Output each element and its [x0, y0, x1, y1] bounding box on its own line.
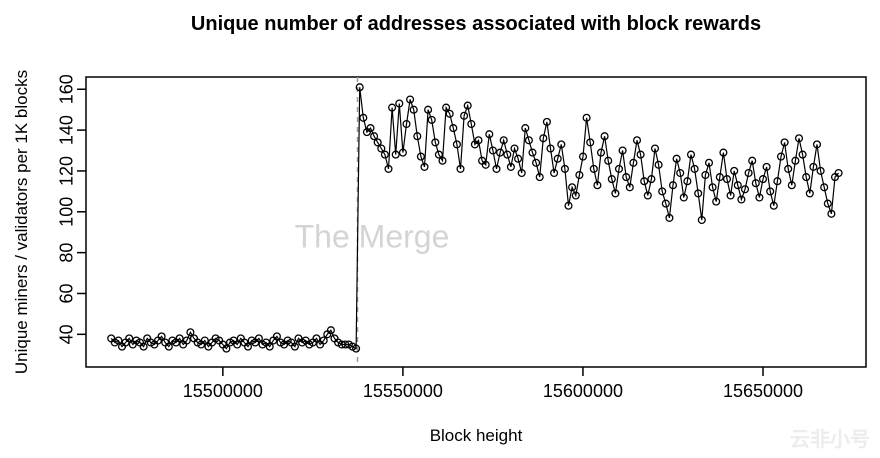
x-tick-label: 15550000: [363, 381, 443, 401]
chart-title: Unique number of addresses associated wi…: [190, 13, 762, 35]
y-tick-label: 80: [57, 243, 77, 263]
x-axis-ticks: 15500000 15550000 15600000 15650000: [183, 367, 803, 401]
plot-box: [85, 76, 867, 368]
x-axis-label: Block height: [429, 426, 523, 445]
y-tick-label: 100: [57, 197, 77, 227]
x-tick-label: 15600000: [543, 381, 623, 401]
y-tick-label: 120: [57, 156, 77, 186]
data-points: [107, 83, 843, 353]
data-line: [110, 87, 840, 350]
x-tick-label: 15650000: [723, 381, 803, 401]
y-tick-label: 140: [57, 115, 77, 145]
x-tick-label: 15500000: [183, 381, 263, 401]
y-tick-label: 160: [57, 74, 77, 104]
watermark-the-merge: The Merge: [294, 218, 450, 255]
y-axis-ticks: 40 60 80 100 120 140 160: [57, 74, 86, 344]
watermark-corner: 云非小号: [790, 429, 870, 451]
y-tick-label: 40: [57, 324, 77, 344]
y-tick-label: 60: [57, 283, 77, 303]
